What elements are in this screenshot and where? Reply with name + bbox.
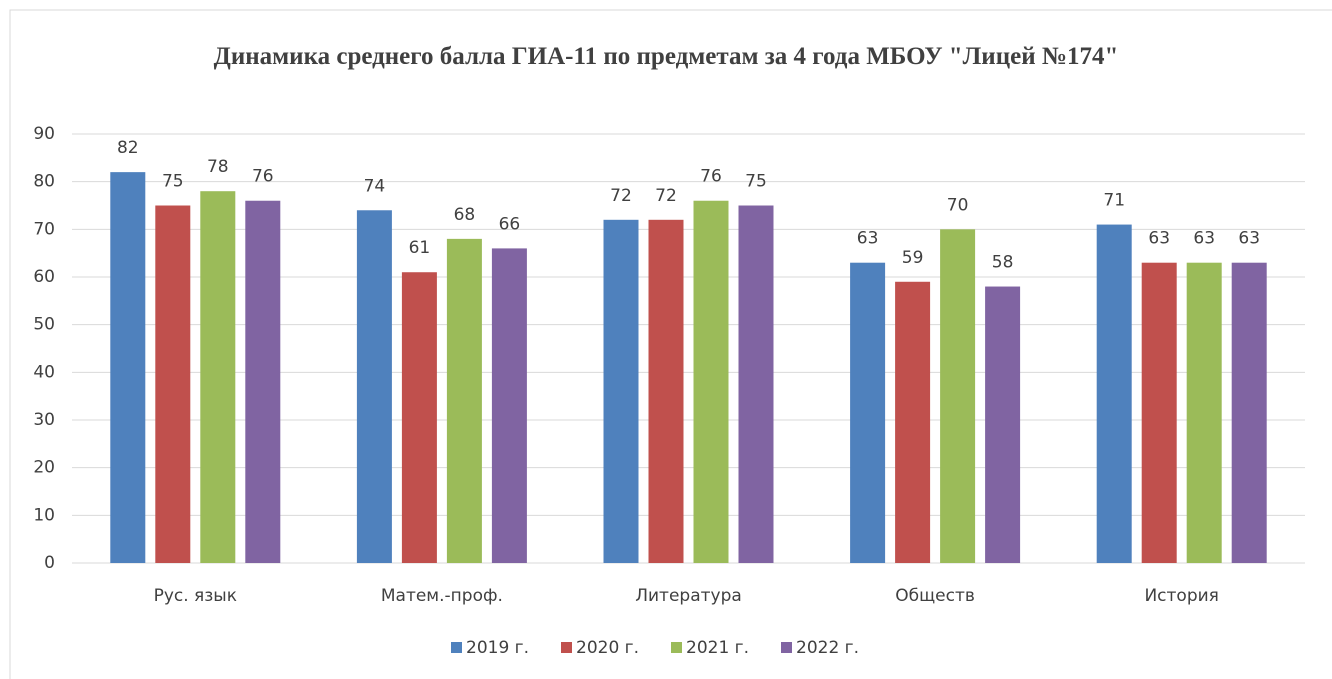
legend-swatch [671,642,682,653]
y-tick-label: 70 [33,219,55,239]
bar [850,262,886,563]
bar [200,191,236,563]
legend-label: 2022 г. [796,638,859,658]
bar [110,172,146,563]
y-tick-label: 50 [33,315,55,335]
data-label: 68 [454,205,476,225]
y-tick-label: 10 [33,505,55,525]
bar [1141,262,1177,563]
y-tick-label: 90 [33,124,55,144]
bar [1096,224,1132,564]
bar [1231,262,1267,563]
x-tick-label: История [1144,586,1218,606]
chart-border [9,9,1332,679]
bar [738,205,774,563]
data-label: 58 [992,253,1014,273]
legend-label: 2019 г. [466,638,529,658]
x-tick-label: Матем.-проф. [381,586,503,606]
bar [245,200,281,563]
data-label: 82 [117,138,139,158]
data-label: 63 [1148,229,1170,249]
bar [693,200,729,563]
legend-label: 2021 г. [686,638,749,658]
data-label: 76 [252,167,274,187]
data-label: 75 [745,172,767,192]
bar [446,238,482,563]
data-label: 63 [1238,229,1260,249]
data-label: 74 [364,176,386,196]
x-tick-label: Рус. язык [154,586,237,606]
data-label: 59 [902,248,924,268]
y-tick-label: 0 [44,553,55,573]
bar [603,219,639,564]
legend-swatch [781,642,792,653]
data-label: 72 [610,186,632,206]
y-tick-label: 40 [33,362,55,382]
data-label: 70 [947,195,969,215]
data-label: 63 [1193,229,1215,249]
legend-swatch [561,642,572,653]
bar [491,248,527,563]
bar [155,205,191,563]
data-label: 63 [857,229,879,249]
bar [895,281,931,563]
y-tick-label: 30 [33,410,55,430]
bar [648,219,684,564]
data-label: 66 [499,214,521,234]
bar [985,286,1021,563]
bar [1186,262,1222,563]
data-label: 75 [162,172,184,192]
bar [356,210,392,563]
x-tick-label: Обществ [895,586,975,606]
y-tick-label: 20 [33,458,55,478]
legend-label: 2020 г. [576,638,639,658]
data-label: 72 [655,186,677,206]
y-tick-label: 60 [33,267,55,287]
bar [401,272,437,563]
data-label: 61 [409,238,431,258]
legend-swatch [451,642,462,653]
data-label: 76 [700,167,722,187]
data-label: 78 [207,157,229,177]
x-tick-label: Литература [635,586,742,606]
chart-title: Динамика среднего балла ГИА-11 по предме… [213,43,1119,70]
data-label: 71 [1103,191,1125,211]
bar [940,229,976,564]
y-tick-label: 80 [33,172,55,192]
